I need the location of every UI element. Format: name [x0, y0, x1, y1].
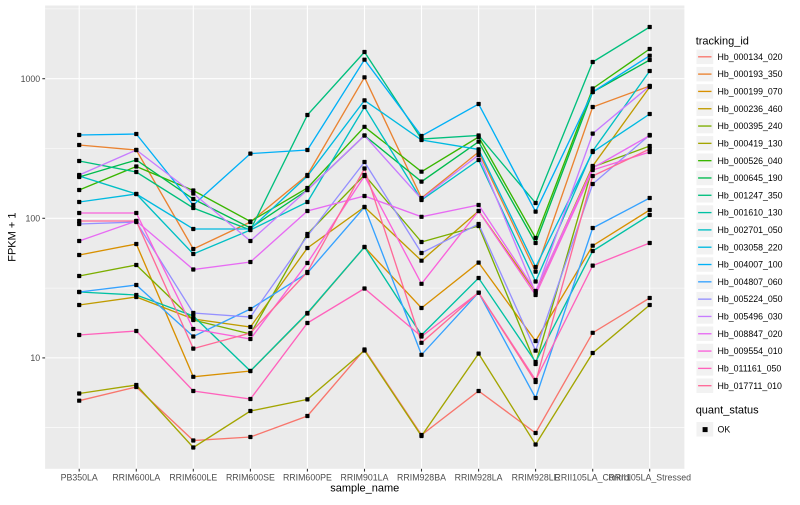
svg-text:Hb_009554_010: Hb_009554_010 — [718, 346, 783, 356]
svg-text:Hb_001247_350: Hb_001247_350 — [718, 190, 783, 200]
svg-text:Hb_000236_460: Hb_000236_460 — [718, 104, 783, 114]
svg-text:RRIM600LA: RRIM600LA — [112, 472, 160, 482]
svg-text:100: 100 — [25, 214, 40, 224]
svg-text:Hb_004807_060: Hb_004807_060 — [718, 277, 783, 287]
svg-text:1000: 1000 — [21, 74, 41, 84]
svg-text:Hb_000419_130: Hb_000419_130 — [718, 138, 783, 148]
svg-text:Hb_005224_050: Hb_005224_050 — [718, 294, 783, 304]
svg-text:Hb_003058_220: Hb_003058_220 — [718, 242, 783, 252]
svg-text:Hb_001610_130: Hb_001610_130 — [718, 208, 783, 218]
svg-text:RRII105LA_Stressed: RRII105LA_Stressed — [608, 472, 691, 482]
svg-text:PB350LA: PB350LA — [61, 472, 98, 482]
svg-text:Hb_000134_020: Hb_000134_020 — [718, 52, 783, 62]
svg-text:RRIM600LE: RRIM600LE — [169, 472, 217, 482]
svg-text:Hb_002701_050: Hb_002701_050 — [718, 225, 783, 235]
svg-text:RRIM928LA: RRIM928LA — [455, 472, 503, 482]
svg-text:RRII105LA_Control: RRII105LA_Control — [555, 472, 631, 482]
svg-text:OK: OK — [718, 425, 731, 435]
svg-text:Hb_000645_190: Hb_000645_190 — [718, 173, 783, 183]
svg-text:Hb_000199_070: Hb_000199_070 — [718, 87, 783, 97]
svg-text:RRIM928BA: RRIM928BA — [397, 472, 446, 482]
svg-text:Hb_000526_040: Hb_000526_040 — [718, 156, 783, 166]
svg-text:Hb_000193_350: Hb_000193_350 — [718, 69, 783, 79]
svg-text:quant_status: quant_status — [696, 405, 759, 417]
svg-text:sample_name: sample_name — [330, 483, 399, 495]
svg-text:tracking_id: tracking_id — [696, 36, 749, 48]
svg-text:Hb_004007_100: Hb_004007_100 — [718, 260, 783, 270]
svg-text:Hb_017711_010: Hb_017711_010 — [718, 381, 783, 391]
svg-text:RRIM600SE: RRIM600SE — [226, 472, 275, 482]
svg-text:RRIM928LE: RRIM928LE — [512, 472, 560, 482]
svg-text:10: 10 — [30, 353, 40, 363]
svg-text:RRIM600PE: RRIM600PE — [283, 472, 332, 482]
svg-text:Hb_005496_030: Hb_005496_030 — [718, 312, 783, 322]
svg-text:Hb_008847_020: Hb_008847_020 — [718, 329, 783, 339]
svg-text:RRIM901LA: RRIM901LA — [341, 472, 389, 482]
svg-text:FPKM + 1: FPKM + 1 — [6, 213, 18, 262]
svg-text:Hb_011161_050: Hb_011161_050 — [718, 363, 782, 373]
svg-text:Hb_000395_240: Hb_000395_240 — [718, 121, 783, 131]
